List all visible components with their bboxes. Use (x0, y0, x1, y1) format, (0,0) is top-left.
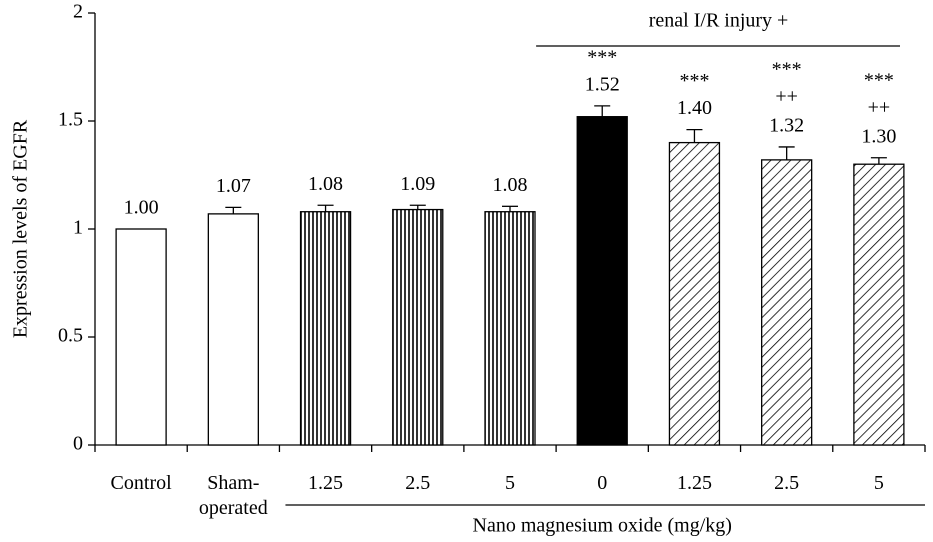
significance-label: *** (864, 69, 894, 91)
significance-label: ++ (868, 96, 891, 118)
bar (761, 159, 813, 446)
group-label: Nano magnesium oxide (mg/kg) (473, 515, 732, 537)
x-tick-label: 5 (505, 472, 515, 494)
bar (299, 211, 352, 446)
x-tick-label: Control (110, 472, 172, 494)
value-label: 1.08 (308, 173, 343, 195)
value-label: 1.07 (216, 175, 251, 197)
value-label: 1.52 (585, 73, 620, 95)
y-tick-label: 0.5 (58, 325, 83, 347)
y-tick-label: 1.5 (58, 109, 83, 131)
x-tick-label: 5 (873, 472, 884, 494)
significance-label: ++ (775, 86, 798, 108)
group-label: renal I/R injury + (649, 10, 789, 32)
x-tick-label: Sham-operated (198, 472, 268, 519)
y-tick-label: 1 (73, 217, 83, 239)
value-label: 1.09 (400, 173, 435, 195)
bar (207, 213, 259, 446)
value-label: 1.08 (493, 174, 528, 196)
significance-label: *** (772, 59, 802, 81)
x-tick-label: 2.5 (774, 472, 800, 494)
y-axis-label: Expression levels of EGFR (10, 119, 32, 338)
bar (853, 163, 905, 446)
value-label: 1.30 (861, 125, 896, 147)
value-label: 1.40 (677, 97, 712, 119)
y-tick-label: 2 (73, 1, 83, 23)
bar (392, 208, 444, 446)
significance-label: *** (587, 46, 617, 68)
value-label: 1.00 (124, 197, 159, 219)
bar (576, 116, 628, 446)
y-tick-label: 0 (73, 433, 83, 455)
x-tick-label: 2.5 (405, 472, 431, 494)
significance-label: *** (679, 70, 709, 92)
x-tick-label: 1.25 (676, 472, 712, 494)
x-tick-label: 0 (597, 472, 608, 494)
bar (115, 228, 167, 446)
bar (484, 211, 536, 446)
x-tick-label: 1.25 (308, 472, 344, 494)
value-label: 1.32 (769, 115, 804, 137)
bar (668, 141, 721, 446)
